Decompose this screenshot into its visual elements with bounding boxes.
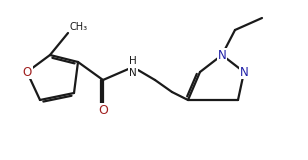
Text: O: O [22, 65, 32, 79]
Text: N: N [240, 65, 248, 79]
Text: H
N: H N [129, 56, 137, 78]
Text: CH₃: CH₃ [70, 22, 88, 32]
Text: N: N [218, 48, 226, 61]
Text: O: O [98, 104, 108, 116]
